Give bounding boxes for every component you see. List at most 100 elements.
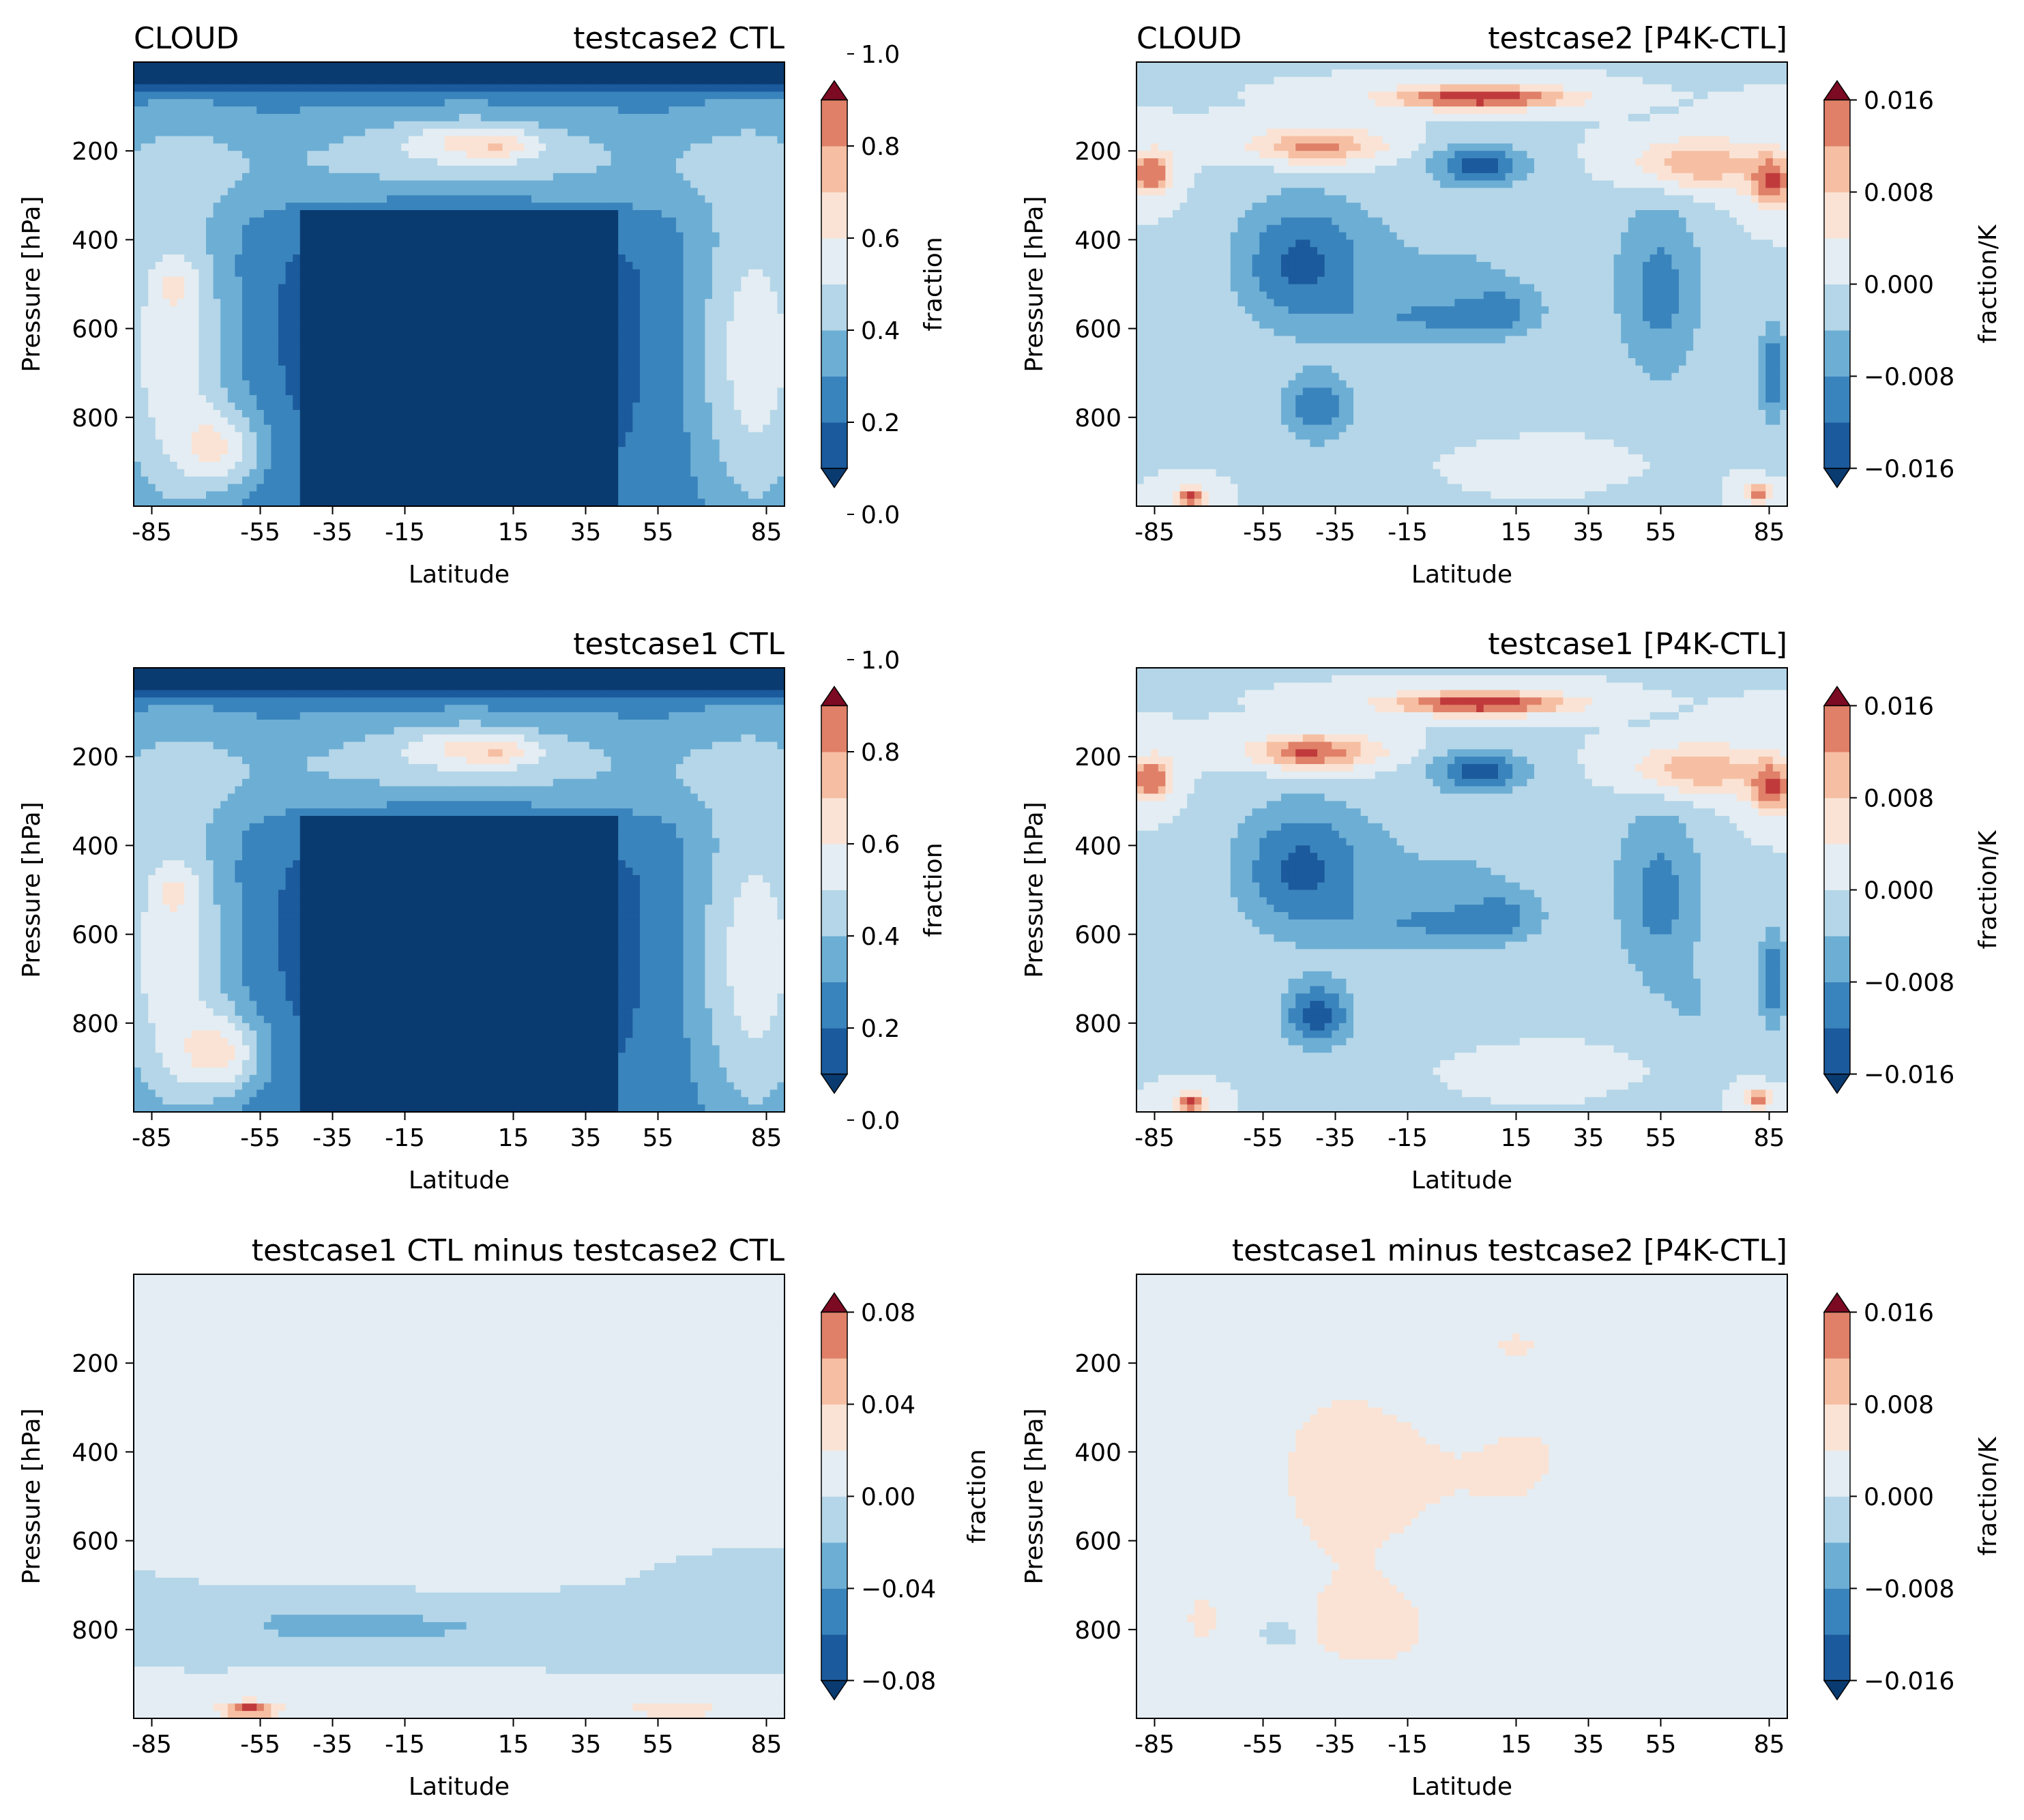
contour-cell	[365, 62, 373, 70]
contour-cell	[516, 84, 525, 92]
contour-cell	[748, 210, 757, 218]
contour-cell	[408, 84, 416, 92]
contour-cell	[574, 380, 583, 388]
contour-cell	[516, 91, 525, 100]
contour-cell	[170, 128, 178, 137]
contour-cell	[604, 76, 612, 85]
contour-cell	[516, 424, 525, 433]
contour-cell	[502, 136, 510, 144]
contour-cell	[191, 269, 199, 278]
contour-cell	[473, 136, 482, 144]
contour-cell	[314, 358, 323, 366]
contour-cell	[690, 432, 699, 440]
contour-cell	[647, 113, 655, 122]
contour-cell	[372, 62, 380, 70]
contour-cell	[531, 380, 540, 388]
contour-cell	[444, 158, 452, 166]
contour-cell	[408, 62, 416, 70]
contour-cell	[568, 261, 576, 270]
contour-cell	[727, 291, 735, 299]
contour-cell	[604, 417, 612, 426]
contour-cell	[134, 239, 142, 248]
contour-cell	[351, 387, 359, 396]
contour-cell	[516, 291, 525, 299]
contour-cell	[712, 351, 720, 359]
contour-cell	[647, 247, 655, 255]
contour-cell	[256, 328, 265, 337]
contour-cell	[683, 447, 691, 455]
contour-cell	[387, 269, 395, 278]
contour-cell	[452, 402, 460, 411]
contour-cell	[719, 224, 727, 233]
contour-cell	[769, 387, 778, 396]
contour-cell	[170, 291, 178, 299]
contour-cell	[705, 224, 713, 233]
contour-cell	[394, 143, 402, 151]
contour-cell	[574, 232, 583, 240]
contour-cell	[596, 210, 604, 218]
contour-cell	[705, 432, 713, 440]
contour-cell	[690, 276, 699, 285]
contour-cell	[755, 321, 763, 329]
contour-cell	[611, 343, 619, 351]
contour-cell	[206, 372, 214, 381]
contour-cell	[423, 336, 431, 344]
contour-cell	[531, 195, 540, 203]
contour-cell	[510, 454, 518, 463]
contour-cell	[444, 261, 452, 270]
contour-cell	[372, 417, 380, 426]
contour-cell	[184, 299, 192, 307]
contour-cell	[155, 424, 163, 433]
contour-cell	[191, 439, 199, 447]
contour-cell	[531, 247, 540, 255]
contour-cell	[401, 447, 409, 455]
contour-cell	[604, 254, 612, 263]
contour-cell	[553, 306, 561, 314]
contour-cell	[206, 62, 214, 70]
contour-cell	[444, 432, 452, 440]
contour-cell	[206, 351, 214, 359]
contour-cell	[618, 203, 626, 211]
contour-cell	[524, 269, 532, 278]
contour-cell	[249, 180, 257, 189]
contour-cell	[357, 291, 366, 299]
contour-cell	[415, 210, 424, 218]
contour-cell	[516, 276, 525, 285]
contour-cell	[459, 306, 467, 314]
contour-cell	[618, 439, 626, 447]
contour-cell	[553, 328, 561, 337]
contour-cell	[733, 69, 742, 78]
contour-cell	[538, 121, 546, 130]
contour-cell	[293, 269, 301, 278]
contour-cell	[155, 351, 163, 359]
contour-cell	[596, 143, 604, 151]
contour-cell	[676, 372, 684, 381]
contour-cell	[357, 195, 366, 203]
contour-cell	[553, 432, 561, 440]
contour-cell	[249, 299, 257, 307]
contour-cell	[618, 358, 626, 366]
contour-cell	[632, 321, 641, 329]
contour-cell	[531, 358, 540, 366]
contour-cell	[654, 224, 662, 233]
contour-cell	[285, 439, 293, 447]
contour-cell	[611, 121, 619, 130]
contour-cell	[473, 284, 482, 292]
contour-cell	[480, 291, 488, 299]
contour-cell	[256, 469, 265, 478]
contour-cell	[184, 424, 192, 433]
contour-cell	[249, 195, 257, 203]
contour-cell	[755, 269, 763, 278]
contour-cell	[625, 395, 633, 403]
contour-cell	[199, 358, 207, 366]
contour-cell	[647, 254, 655, 263]
contour-cell	[372, 402, 380, 411]
contour-cell	[430, 121, 438, 130]
contour-cell	[437, 188, 445, 196]
contour-cell	[299, 380, 308, 388]
contour-cell	[170, 247, 178, 255]
contour-cell	[206, 203, 214, 211]
contour-cell	[574, 372, 583, 381]
contour-cell	[748, 358, 757, 366]
contour-cell	[568, 291, 576, 299]
